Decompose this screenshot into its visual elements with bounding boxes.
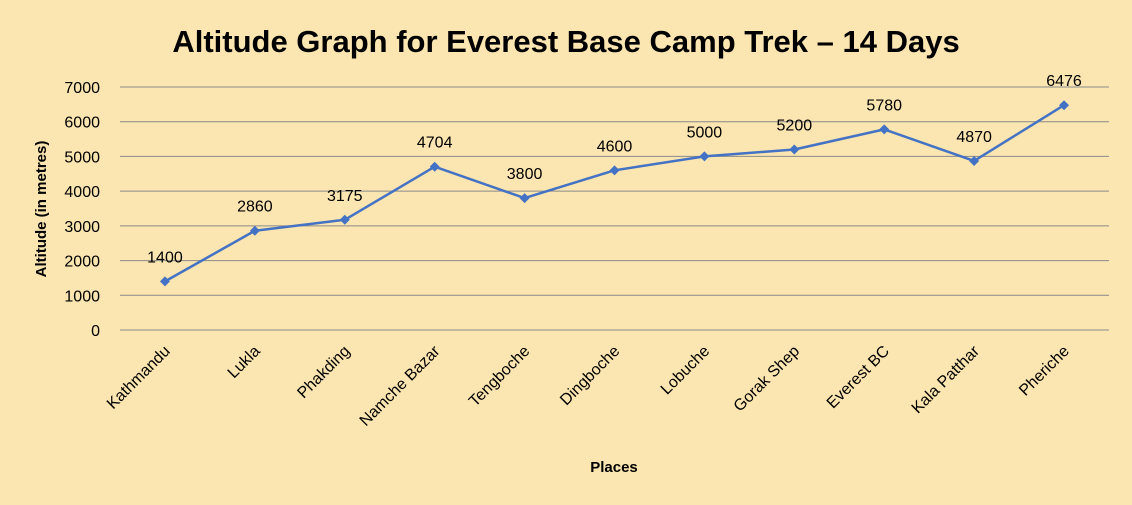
- x-tick-label: Lobuche: [658, 343, 714, 399]
- y-tick-label: 1000: [64, 288, 100, 305]
- data-point: [159, 276, 170, 287]
- x-axis-title: Places: [590, 459, 638, 476]
- data-label: 4704: [417, 135, 453, 152]
- data-point: [609, 165, 620, 176]
- x-tick-label: Tengboche: [466, 343, 533, 410]
- data-label: 5200: [777, 117, 813, 134]
- data-point: [1059, 100, 1070, 111]
- data-point: [519, 193, 530, 204]
- data-label-layer: 1400 2860 3175 4704 3800 4600 5000 5200 5780 4870…: [147, 73, 1082, 266]
- series-line: [164, 104, 1065, 283]
- y-tick-label: 3000: [64, 219, 100, 236]
- data-point: [699, 151, 710, 162]
- data-label: 5000: [687, 124, 723, 141]
- data-label: 6476: [1046, 73, 1082, 90]
- data-label: 5780: [866, 97, 902, 114]
- data-label: 3175: [327, 188, 363, 205]
- data-label: 4870: [956, 129, 992, 146]
- y-tick-label: 2000: [64, 254, 100, 271]
- data-label: 4600: [597, 138, 633, 155]
- y-tick-label: 5000: [64, 149, 100, 166]
- y-tick-label: 7000: [64, 80, 100, 97]
- y-tick-label: 0: [91, 323, 100, 340]
- x-tick-label: Pheriche: [1016, 343, 1073, 400]
- x-tick-label: Phakding: [294, 343, 353, 402]
- data-point: [879, 124, 890, 135]
- y-tick-labels: 0 1000 2000 3000 4000 5000 6000 7000: [64, 80, 100, 340]
- y-axis-title: Altitude (in metres): [33, 141, 50, 278]
- y-tick-label: 4000: [64, 184, 100, 201]
- series-layer: [159, 100, 1070, 287]
- x-tick-label: Everest BC: [824, 343, 893, 412]
- data-point: [339, 214, 350, 225]
- x-tick-label: Namche Bazar: [357, 342, 444, 429]
- data-label: 3800: [507, 166, 543, 183]
- x-tick-label: Dingboche: [557, 343, 623, 409]
- x-tick-label: Lukla: [225, 343, 264, 382]
- x-tick-label: Kathmandu: [104, 343, 174, 413]
- x-tick-labels: Kathmandu Lukla Phakding Namche Bazar Tengbo…: [104, 342, 1073, 429]
- data-point: [969, 155, 980, 166]
- data-point: [789, 144, 800, 155]
- data-label: 1400: [147, 249, 183, 266]
- x-tick-label: Kala Patthar: [909, 342, 984, 417]
- x-tick-label: Gorak Shep: [731, 343, 803, 415]
- data-point: [249, 225, 260, 236]
- data-label: 2860: [237, 199, 273, 216]
- chart-title: Altitude Graph for Everest Base Camp Tre…: [172, 24, 959, 59]
- data-point: [429, 161, 440, 172]
- y-tick-label: 6000: [64, 115, 100, 132]
